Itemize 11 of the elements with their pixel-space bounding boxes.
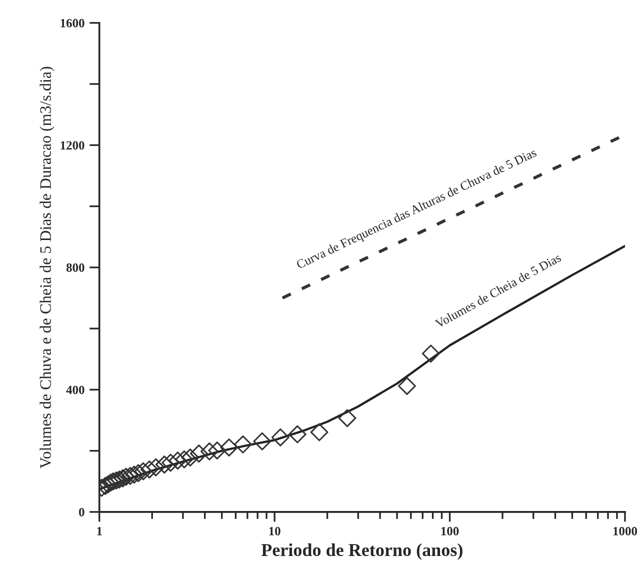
y-axis-title: Volumes de Chuva e de Cheia de 5 Dias de Duracao (m3/s.dia): [40, 66, 54, 468]
x-tick-label: 1000: [613, 526, 637, 536]
x-tick-label: 100: [441, 526, 459, 536]
y-tick-label: 800: [66, 263, 84, 272]
x-axis-title: Periodo de Retorno (anos): [261, 543, 462, 560]
y-tick-label: 0: [79, 508, 84, 516]
x-tick-label: 10: [269, 526, 280, 536]
y-tick-label: 1600: [60, 18, 84, 28]
y-tick-label: 400: [66, 386, 84, 394]
y-tick-label: 1200: [60, 141, 84, 150]
x-tick-label: 1: [97, 526, 102, 536]
